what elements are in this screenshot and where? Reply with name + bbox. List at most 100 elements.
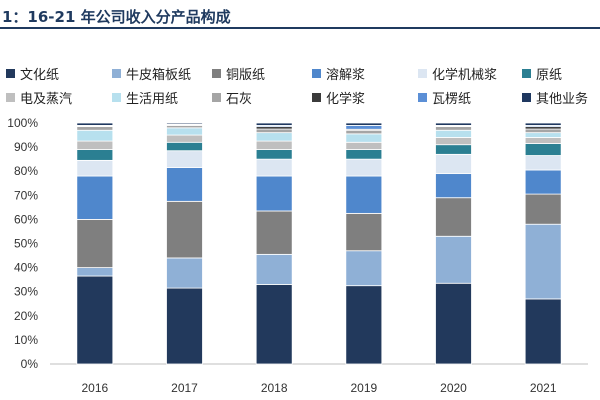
legend-swatch: [522, 69, 531, 78]
bar-segment: [435, 282, 472, 365]
bar-segment: [166, 257, 203, 289]
bar-segment: [524, 169, 562, 195]
bar-segment: [345, 158, 383, 177]
bar-segment: [166, 122, 203, 125]
chart-title: 1：16-21 年公司收入分产品构成: [2, 8, 231, 26]
bar-segment: [435, 173, 472, 199]
bar-segment: [345, 133, 383, 143]
legend-item: 石灰: [212, 88, 252, 107]
y-tick-label: 30%: [14, 285, 38, 299]
legend-swatch: [522, 93, 531, 102]
bar-segment: [76, 140, 114, 150]
legend-swatch: [6, 93, 15, 102]
bar-segment: [76, 149, 114, 161]
bar-segment: [255, 128, 293, 134]
legend-label: 牛皮箱板纸: [126, 68, 192, 83]
legend-label: 石灰: [226, 92, 253, 107]
bar-segment: [76, 218, 114, 268]
legend-item: 其他业务: [522, 88, 588, 107]
bar-segment: [166, 127, 203, 136]
legend-item: 牛皮箱板纸: [112, 64, 191, 83]
bar-segment: [345, 175, 383, 214]
bar-segment: [76, 175, 114, 220]
legend-label: 铜版纸: [226, 68, 266, 83]
bar-segment: [76, 122, 114, 126]
legend-label: 溶解浆: [326, 68, 366, 83]
bar-segment: [255, 210, 293, 255]
legend-label: 瓦楞纸: [432, 92, 472, 107]
x-tick-label: 2019: [350, 381, 377, 395]
y-tick-label: 60%: [14, 212, 38, 226]
bar-segment: [166, 141, 203, 152]
bar-segment: [166, 287, 203, 365]
legend-item: 铜版纸: [212, 64, 265, 83]
bar-segment: [435, 197, 472, 237]
legend-label: 生活用纸: [126, 92, 179, 107]
legend-item: 化学机械浆: [418, 64, 497, 83]
legend-item: 化学浆: [312, 88, 365, 107]
y-tick-label: 50%: [14, 237, 38, 251]
bar-segment: [76, 129, 114, 142]
x-tick-label: 2021: [530, 381, 557, 395]
legend-label: 其他业务: [536, 92, 589, 107]
bar-segment: [345, 141, 383, 150]
legend-swatch: [212, 69, 221, 78]
y-tick-label: 80%: [14, 164, 38, 178]
bar-segment: [345, 250, 383, 287]
legend-label: 文化纸: [20, 68, 60, 83]
x-tick-label: 2016: [81, 381, 108, 395]
legend-item: 溶解浆: [312, 64, 365, 83]
bar-segment: [435, 129, 472, 138]
bar-segment: [435, 235, 472, 284]
bar-segment: [435, 122, 472, 126]
bar-segment: [524, 122, 562, 126]
bar-segment: [255, 122, 293, 126]
legend-label: 化学浆: [326, 92, 366, 107]
bar-segment: [166, 167, 203, 202]
legend-item: 电及蒸汽: [6, 88, 72, 107]
bar-segment: [76, 126, 114, 131]
bar-segment: [524, 298, 562, 365]
bar-segment: [255, 253, 293, 285]
legend-swatch: [418, 69, 427, 78]
bar-segment: [255, 175, 293, 212]
legend-label: 原纸: [536, 68, 563, 83]
bar-segment: [255, 149, 293, 160]
x-tick-label: 2018: [261, 381, 288, 395]
bar-segment: [345, 149, 383, 160]
bar-segment: [435, 126, 472, 131]
bar-segment: [345, 129, 383, 135]
bar-segment: [255, 158, 293, 177]
legend-item: 文化纸: [6, 64, 59, 83]
y-tick-label: 0%: [21, 357, 39, 371]
bar-segment: [524, 193, 562, 225]
legend-swatch: [212, 93, 221, 102]
bar-segment: [524, 155, 562, 171]
legend-swatch: [312, 93, 321, 102]
bar-segment: [76, 275, 114, 365]
bar-segment: [524, 128, 562, 134]
legend-label: 化学机械浆: [432, 68, 498, 83]
bar-segment: [345, 122, 383, 126]
y-tick-label: 70%: [14, 188, 38, 202]
legend-swatch: [6, 69, 15, 78]
y-tick-label: 40%: [14, 261, 38, 275]
bar-segment: [345, 285, 383, 365]
bar-segment: [345, 212, 383, 252]
x-tick-label: 2017: [171, 381, 198, 395]
bar-segment: [255, 132, 293, 142]
bar-segment: [255, 284, 293, 365]
legend-swatch: [112, 93, 121, 102]
legend-item: 生活用纸: [112, 88, 178, 107]
bar-segment: [435, 144, 472, 155]
title-underline: [0, 27, 600, 29]
legend-swatch: [312, 69, 321, 78]
legend-item: 瓦楞纸: [418, 88, 471, 107]
y-tick-label: 90%: [14, 140, 38, 154]
bar-segment: [76, 159, 114, 177]
y-tick-label: 100%: [7, 116, 38, 130]
legend-swatch: [418, 93, 427, 102]
bar-segment: [76, 267, 114, 277]
bar-segment: [524, 132, 562, 138]
